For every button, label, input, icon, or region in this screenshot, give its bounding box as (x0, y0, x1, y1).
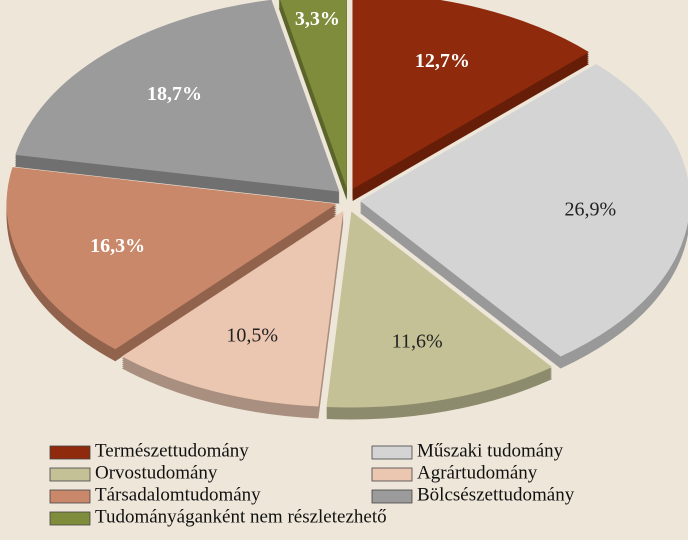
data-label: 11,6% (392, 331, 443, 353)
data-label: 18,7% (147, 83, 202, 105)
legend-swatch (49, 467, 91, 482)
legend-label: Természettudomány (95, 440, 249, 461)
legend-label: Társadalomtudomány (95, 484, 261, 505)
legend-swatch (49, 489, 91, 504)
legend-label: Műszaki tudomány (417, 440, 564, 461)
legend-swatch (49, 445, 91, 460)
slice (280, 0, 347, 189)
slice (326, 211, 553, 408)
legend-swatch (49, 511, 91, 526)
data-label: 26,9% (565, 198, 617, 220)
legend-label: Agrártudomány (417, 462, 538, 483)
data-label: 16,3% (90, 235, 145, 257)
slice (15, 0, 340, 192)
legend-label: Orvostudomány (95, 462, 218, 483)
slice (6, 167, 337, 350)
data-label: 3,3% (295, 8, 340, 30)
legend-swatch (371, 467, 413, 482)
legend-swatch (371, 489, 413, 504)
slice (352, 0, 589, 189)
legend-swatch (371, 445, 413, 460)
slice (359, 64, 688, 357)
slice (121, 211, 344, 407)
data-label: 12,7% (415, 50, 470, 72)
legend-label: Bölcsészettudomány (417, 484, 575, 505)
legend-label: Tudományáganként nem részletezhető (95, 506, 387, 527)
data-label: 10,5% (226, 325, 278, 347)
